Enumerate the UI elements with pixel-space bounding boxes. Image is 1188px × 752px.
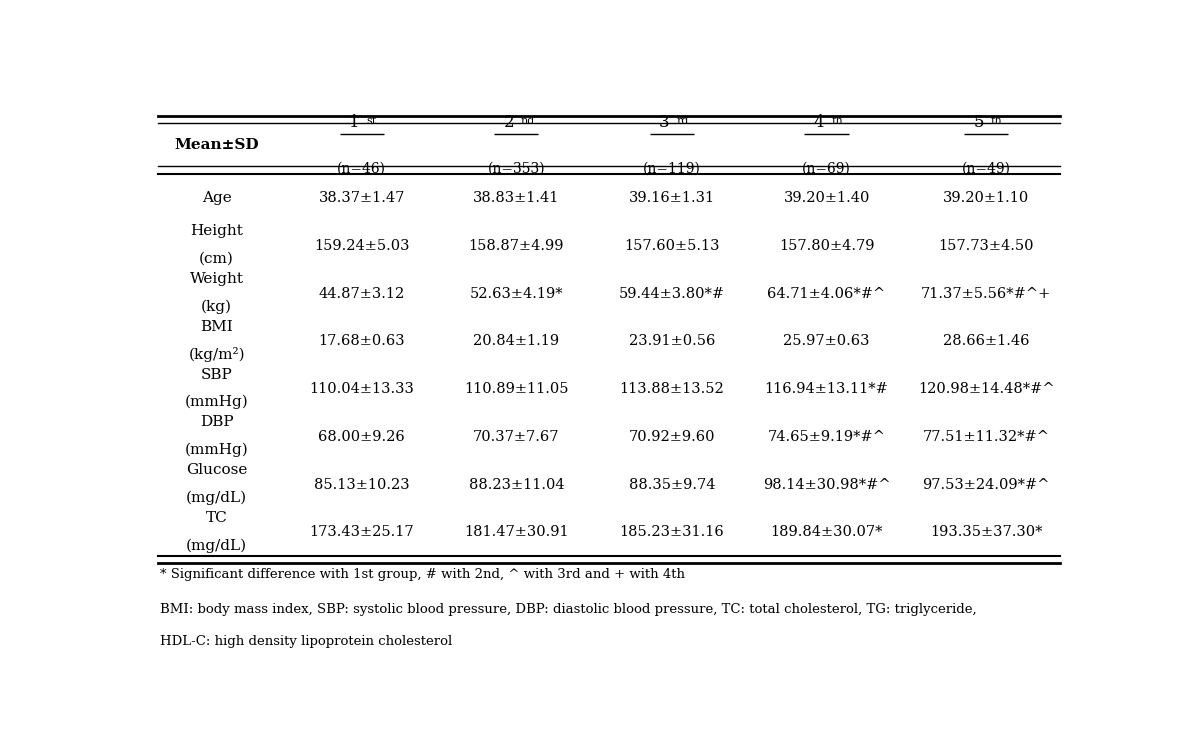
Text: (mmHg): (mmHg) (185, 395, 248, 409)
Text: DBP: DBP (200, 415, 234, 429)
Text: 189.84±30.07*: 189.84±30.07* (770, 526, 883, 539)
Text: Mean±SD: Mean±SD (175, 138, 259, 152)
Text: 4: 4 (814, 114, 824, 131)
Text: 38.37±1.47: 38.37±1.47 (318, 191, 405, 205)
Text: 113.88±13.52: 113.88±13.52 (620, 382, 725, 396)
Text: 97.53±24.09*#^: 97.53±24.09*#^ (923, 478, 1050, 492)
Text: 2: 2 (504, 114, 514, 131)
Text: 20.84±1.19: 20.84±1.19 (473, 335, 560, 348)
Text: 110.89±11.05: 110.89±11.05 (465, 382, 569, 396)
Text: 88.23±11.04: 88.23±11.04 (468, 478, 564, 492)
Text: 173.43±25.17: 173.43±25.17 (309, 526, 413, 539)
Text: 25.97±0.63: 25.97±0.63 (783, 335, 870, 348)
Text: (n=49): (n=49) (962, 162, 1011, 175)
Text: 5: 5 (974, 114, 984, 131)
Text: 193.35±37.30*: 193.35±37.30* (930, 526, 1043, 539)
Text: 39.16±1.31: 39.16±1.31 (628, 191, 715, 205)
Text: TC: TC (206, 511, 228, 525)
Text: 39.20±1.40: 39.20±1.40 (783, 191, 870, 205)
Text: 157.73±4.50: 157.73±4.50 (939, 239, 1034, 253)
Text: 17.68±0.63: 17.68±0.63 (318, 335, 405, 348)
Text: 77.51±11.32*#^: 77.51±11.32*#^ (923, 430, 1050, 444)
Text: 159.24±5.03: 159.24±5.03 (314, 239, 410, 253)
Text: 120.98±14.48*#^: 120.98±14.48*#^ (918, 382, 1055, 396)
Text: BMI: body mass index, SBP: systolic blood pressure, DBP: diastolic blood pressur: BMI: body mass index, SBP: systolic bloo… (159, 602, 977, 616)
Text: 74.65±9.19*#^: 74.65±9.19*#^ (767, 430, 885, 444)
Text: (n=353): (n=353) (487, 162, 545, 175)
Text: 116.94±13.11*#: 116.94±13.11*# (765, 382, 889, 396)
Text: 70.92±9.60: 70.92±9.60 (628, 430, 715, 444)
Text: Weight: Weight (190, 272, 244, 286)
Text: 44.87±3.12: 44.87±3.12 (318, 287, 405, 301)
Text: SBP: SBP (201, 368, 233, 382)
Text: 52.63±4.19*: 52.63±4.19* (469, 287, 563, 301)
Text: (n=46): (n=46) (337, 162, 386, 175)
Text: Height: Height (190, 224, 244, 238)
Text: st: st (366, 116, 377, 126)
Text: (mg/dL): (mg/dL) (187, 490, 247, 505)
Text: (n=119): (n=119) (643, 162, 701, 175)
Text: (n=69): (n=69) (802, 162, 851, 175)
Text: 181.47±30.91: 181.47±30.91 (465, 526, 569, 539)
Text: Age: Age (202, 191, 232, 205)
Text: 70.37±7.67: 70.37±7.67 (473, 430, 560, 444)
Text: (kg): (kg) (201, 299, 232, 314)
Text: 85.13±10.23: 85.13±10.23 (314, 478, 410, 492)
Text: Glucose: Glucose (187, 463, 247, 478)
Text: 38.83±1.41: 38.83±1.41 (473, 191, 560, 205)
Text: (cm): (cm) (200, 252, 234, 265)
Text: th: th (832, 116, 843, 126)
Text: 88.35±9.74: 88.35±9.74 (628, 478, 715, 492)
Text: 185.23±31.16: 185.23±31.16 (620, 526, 725, 539)
Text: * Significant difference with 1st group, # with 2nd, ^ with 3rd and + with 4th: * Significant difference with 1st group,… (159, 568, 684, 581)
Text: 68.00±9.26: 68.00±9.26 (318, 430, 405, 444)
Text: 158.87±4.99: 158.87±4.99 (468, 239, 564, 253)
Text: 39.20±1.10: 39.20±1.10 (943, 191, 1030, 205)
Text: 59.44±3.80*#: 59.44±3.80*# (619, 287, 725, 301)
Text: 1: 1 (349, 114, 360, 131)
Text: BMI: BMI (201, 320, 233, 334)
Text: 64.71±4.06*#^: 64.71±4.06*#^ (767, 287, 886, 301)
Text: th: th (991, 116, 1003, 126)
Text: 157.80±4.79: 157.80±4.79 (779, 239, 874, 253)
Text: rd: rd (676, 116, 689, 126)
Text: (kg/m²): (kg/m²) (189, 347, 245, 362)
Text: 23.91±0.56: 23.91±0.56 (628, 335, 715, 348)
Text: HDL-C: high density lipoprotein cholesterol: HDL-C: high density lipoprotein choleste… (159, 635, 451, 647)
Text: 28.66±1.46: 28.66±1.46 (943, 335, 1030, 348)
Text: 71.37±5.56*#^+: 71.37±5.56*#^+ (921, 287, 1051, 301)
Text: (mmHg): (mmHg) (185, 443, 248, 457)
Text: 3: 3 (659, 114, 670, 131)
Text: 110.04±13.33: 110.04±13.33 (309, 382, 415, 396)
Text: nd: nd (520, 116, 535, 126)
Text: 98.14±30.98*#^: 98.14±30.98*#^ (763, 478, 891, 492)
Text: 157.60±5.13: 157.60±5.13 (624, 239, 720, 253)
Text: (mg/dL): (mg/dL) (187, 538, 247, 553)
